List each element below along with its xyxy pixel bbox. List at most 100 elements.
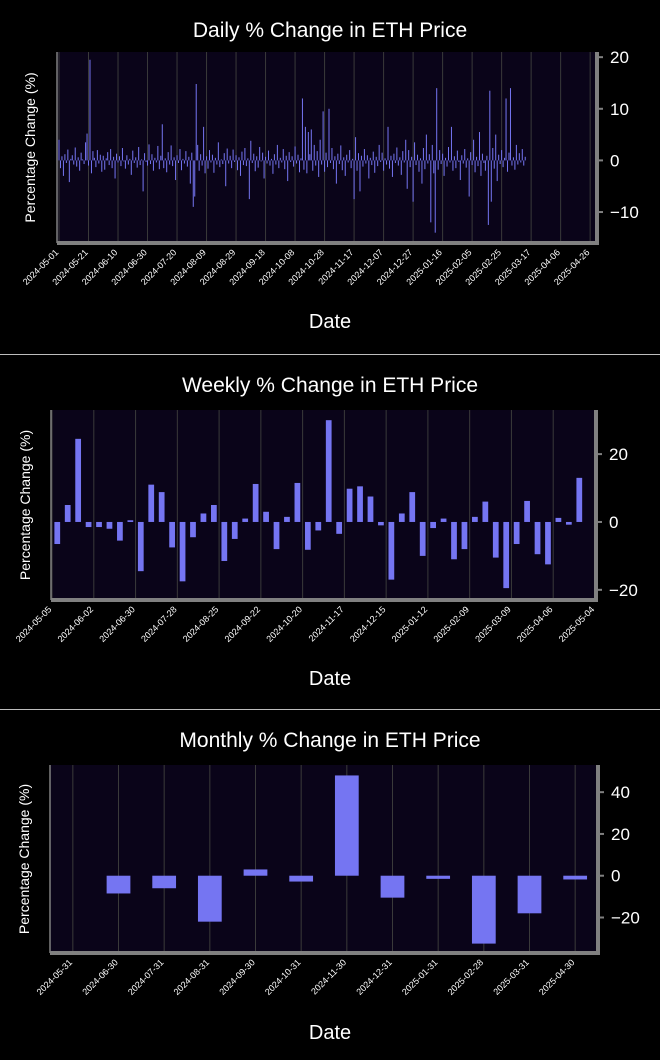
x-tick-label: 2025-01-12 — [390, 604, 430, 644]
bar — [486, 155, 488, 161]
bar — [499, 160, 501, 165]
bar — [312, 160, 314, 171]
bar — [424, 160, 426, 170]
bar — [394, 160, 396, 163]
bar — [310, 129, 312, 161]
bar — [137, 521, 144, 572]
bar — [375, 156, 377, 161]
bar — [336, 521, 343, 534]
bar — [384, 158, 386, 161]
bar — [144, 153, 146, 161]
bar — [260, 160, 262, 162]
x-axis-label: Date — [309, 1022, 351, 1044]
bar — [107, 152, 109, 161]
bar — [440, 518, 447, 522]
bar — [378, 521, 384, 526]
bar — [80, 152, 82, 161]
bar — [359, 160, 361, 192]
y-tick-label: 10 — [610, 100, 629, 119]
bar — [276, 144, 278, 161]
bar — [152, 160, 154, 171]
bar — [180, 160, 182, 171]
bar — [183, 160, 185, 164]
bar — [188, 156, 190, 161]
bar — [347, 160, 349, 163]
bar — [179, 521, 186, 582]
x-tick-label: 2024-11-17 — [307, 604, 346, 643]
bar — [210, 160, 212, 163]
bar — [250, 140, 252, 161]
bar — [175, 160, 177, 181]
bar — [327, 160, 329, 168]
bar — [82, 159, 84, 161]
x-tick-label: 2024-09-22 — [223, 604, 263, 644]
bar — [229, 155, 231, 161]
bar — [75, 438, 82, 522]
bar — [148, 144, 150, 161]
bar — [324, 160, 326, 172]
bar — [481, 153, 483, 161]
bar — [498, 154, 500, 161]
bar — [534, 521, 541, 555]
bar — [226, 148, 228, 161]
bar — [79, 160, 81, 171]
bar — [270, 158, 272, 161]
bar — [332, 160, 334, 170]
bar — [555, 517, 562, 522]
bar — [221, 521, 228, 561]
bar — [372, 151, 374, 161]
bar — [192, 160, 194, 207]
bar — [132, 150, 134, 161]
bar — [222, 160, 224, 165]
bar — [121, 148, 123, 161]
bar — [118, 156, 120, 161]
bar — [266, 160, 268, 164]
bar — [106, 521, 113, 529]
bar — [340, 145, 342, 161]
bar — [455, 160, 457, 169]
bar — [167, 152, 169, 161]
bar — [409, 160, 411, 168]
bar — [483, 160, 485, 163]
bar — [434, 160, 436, 233]
bar — [362, 160, 364, 167]
bar — [145, 160, 147, 162]
bar — [493, 160, 495, 169]
bar — [294, 146, 296, 161]
bar — [374, 160, 376, 173]
y-tick-label: 0 — [610, 151, 619, 170]
bar — [465, 160, 467, 168]
bar — [281, 160, 283, 163]
bar — [467, 158, 469, 161]
bar — [289, 875, 314, 882]
bar — [120, 160, 122, 167]
bar — [520, 160, 522, 163]
bar — [96, 150, 98, 161]
bar — [108, 160, 110, 166]
bar — [427, 160, 429, 164]
bar — [508, 152, 510, 161]
bar — [95, 160, 97, 168]
bar — [96, 521, 102, 528]
divider — [0, 354, 660, 355]
bar — [449, 160, 451, 163]
bar — [197, 875, 222, 922]
bar — [391, 160, 393, 177]
bar — [415, 160, 417, 166]
x-tick-label: 2024-11-30 — [309, 957, 348, 996]
bar — [524, 156, 526, 161]
bar — [309, 154, 311, 161]
bar — [85, 521, 92, 528]
bar — [64, 154, 66, 161]
bar — [344, 160, 346, 176]
bar — [223, 153, 225, 161]
bar — [176, 155, 178, 161]
bar — [198, 160, 200, 171]
bar — [172, 160, 174, 167]
bar — [228, 160, 230, 164]
bar — [206, 156, 208, 161]
chart-title: Daily % Change in ETH Price — [193, 19, 467, 42]
bar — [251, 160, 253, 163]
bar — [448, 146, 450, 161]
bar — [428, 154, 430, 161]
